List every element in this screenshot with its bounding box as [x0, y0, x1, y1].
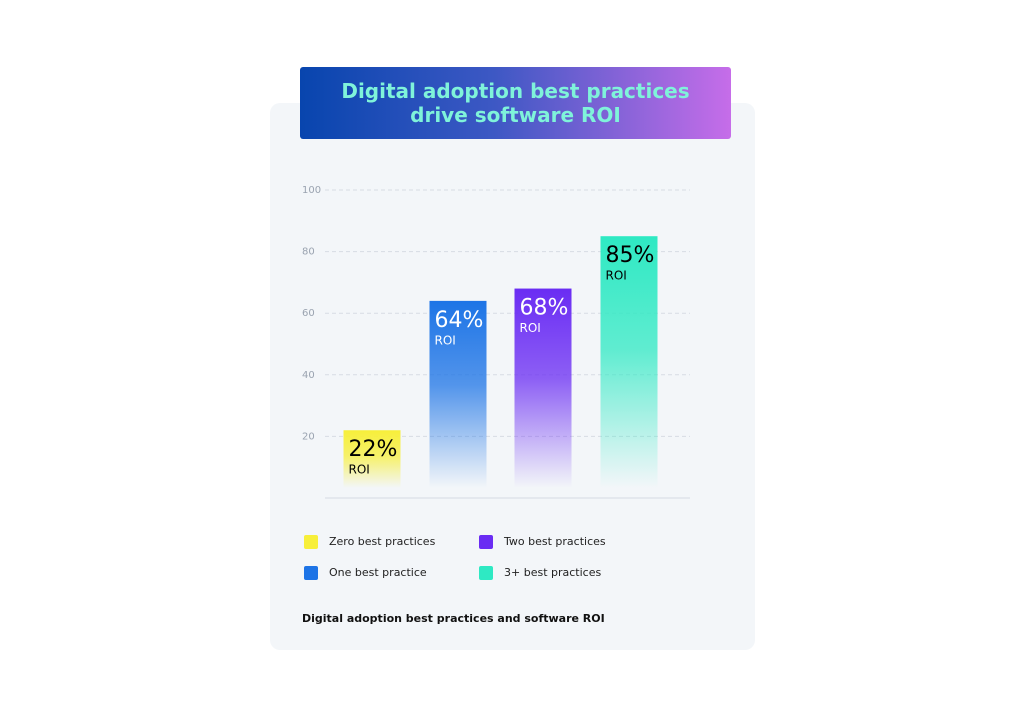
title-banner: Digital adoption best practices drive so… — [300, 67, 731, 139]
roi-label: ROI — [520, 321, 541, 335]
legend-swatch — [304, 535, 318, 549]
legend-label: 3+ best practices — [504, 566, 601, 579]
value-label: 22% — [349, 437, 398, 462]
chart-title: Digital adoption best practices drive so… — [341, 79, 690, 127]
y-tick-label: 40 — [302, 370, 315, 381]
y-tick-label: 100 — [302, 185, 321, 196]
legend-swatch — [479, 535, 493, 549]
legend-swatch — [479, 566, 493, 580]
value-label: 85% — [606, 243, 655, 268]
value-label: 68% — [520, 296, 569, 321]
legend-label: Zero best practices — [329, 535, 436, 548]
caption: Digital adoption best practices and soft… — [302, 612, 605, 625]
legend-label: One best practice — [329, 566, 427, 579]
y-tick-label: 80 — [302, 247, 315, 258]
legend-label: Two best practices — [503, 535, 606, 548]
bar — [514, 288, 572, 488]
y-tick-label: 20 — [302, 431, 315, 442]
bar — [429, 300, 487, 488]
value-label: 64% — [435, 308, 484, 333]
roi-label: ROI — [349, 463, 370, 477]
roi-label: ROI — [606, 269, 627, 283]
bar — [600, 236, 658, 488]
legend-swatch — [304, 566, 318, 580]
y-tick-label: 60 — [302, 308, 315, 319]
bar — [343, 430, 401, 488]
roi-label: ROI — [435, 333, 456, 347]
